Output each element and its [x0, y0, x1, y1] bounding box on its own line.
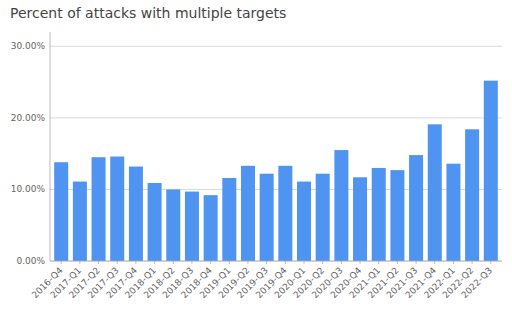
x-tick	[378, 261, 379, 264]
bar	[484, 81, 498, 261]
x-tick	[61, 261, 62, 264]
x-tick-label: 2022-Q3	[459, 265, 494, 300]
bar	[54, 162, 68, 261]
x-tick	[434, 261, 435, 264]
x-axis-line	[50, 261, 502, 262]
bar	[353, 177, 367, 261]
x-tick	[98, 261, 99, 264]
y-tick-label: 20.00%	[11, 113, 46, 123]
x-tick	[304, 261, 305, 264]
x-tick	[229, 261, 230, 264]
bar	[428, 124, 442, 261]
bar	[92, 157, 106, 261]
x-tick	[210, 261, 211, 264]
x-tick	[285, 261, 286, 264]
x-tick	[322, 261, 323, 264]
bar	[260, 174, 274, 261]
bar	[222, 178, 236, 261]
bar	[241, 166, 255, 261]
bar	[390, 170, 404, 261]
x-tick	[117, 261, 118, 264]
bar	[204, 195, 218, 261]
grid	[50, 46, 502, 261]
bar	[278, 166, 292, 261]
bar	[409, 155, 423, 261]
grid-line	[50, 117, 502, 118]
y-tick-label: 10.00%	[11, 184, 46, 194]
bar	[73, 182, 87, 261]
x-tick	[173, 261, 174, 264]
chart-svg: Percent of attacks with multiple targets…	[0, 0, 512, 317]
bar	[316, 174, 330, 261]
x-tick	[472, 261, 473, 264]
bar	[372, 168, 386, 261]
title: Percent of attacks with multiple targets	[10, 5, 286, 21]
y-axis-line	[50, 32, 51, 261]
x-tick	[135, 261, 136, 264]
bar	[166, 189, 180, 261]
y-tick-label: 30.00%	[11, 41, 46, 51]
bar	[334, 150, 348, 261]
chart-container: Percent of attacks with multiple targets…	[0, 0, 512, 317]
grid-line	[50, 46, 502, 47]
x-tick	[490, 261, 491, 264]
x-tick	[154, 261, 155, 264]
grid-line	[50, 261, 502, 262]
x-tick	[397, 261, 398, 264]
bar	[110, 157, 124, 261]
x-tick	[341, 261, 342, 264]
x-tick	[360, 261, 361, 264]
bars	[54, 81, 498, 261]
x-tick	[453, 261, 454, 264]
x-tick	[191, 261, 192, 264]
x-tick	[416, 261, 417, 264]
x-tick	[247, 261, 248, 264]
bar	[446, 164, 460, 261]
y-tick-label: 0.00%	[16, 256, 45, 266]
bar	[465, 129, 479, 261]
bar	[185, 192, 199, 261]
x-tick	[79, 261, 80, 264]
x-tick	[266, 261, 267, 264]
bar	[129, 167, 143, 261]
bar	[297, 182, 311, 261]
bar	[148, 183, 162, 261]
